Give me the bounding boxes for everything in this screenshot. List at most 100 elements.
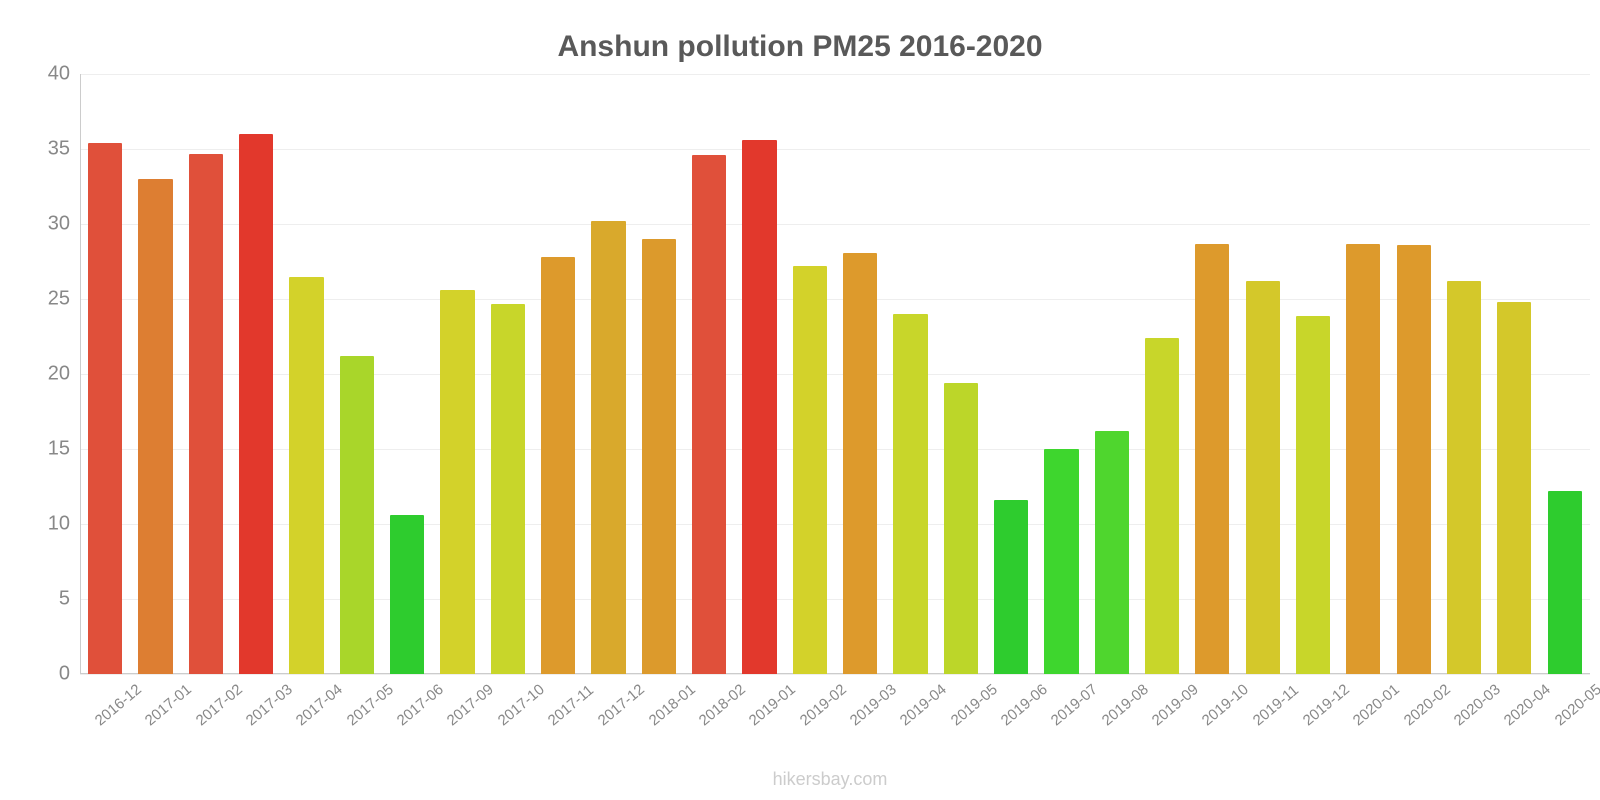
x-axis-label-2017-10[interactable]: 2017-10 bbox=[494, 684, 543, 729]
bar-slot-2020-05 bbox=[1540, 74, 1590, 674]
x-axis-labels: 2016-12 2017-01 2017-02 2017-03 2017-04 2017-… bbox=[80, 674, 1590, 764]
bar-2017-09[interactable] bbox=[440, 290, 474, 674]
bars-wrap bbox=[80, 74, 1590, 674]
bar-2019-03[interactable] bbox=[843, 253, 877, 675]
x-axis-label-2020-05[interactable]: 2020-05 bbox=[1551, 684, 1600, 729]
y-axis-label-35: 35 bbox=[48, 138, 70, 161]
bar-2017-05[interactable] bbox=[340, 356, 374, 674]
bar-2020-02[interactable] bbox=[1397, 245, 1431, 674]
bar-2019-11[interactable] bbox=[1246, 281, 1280, 674]
bar-slot-2017-01 bbox=[130, 74, 180, 674]
bar-slot-2019-10 bbox=[1187, 74, 1237, 674]
bar-2020-05[interactable] bbox=[1548, 491, 1582, 674]
x-axis-label-2020-02[interactable]: 2020-02 bbox=[1400, 684, 1449, 729]
x-axis-label-2020-03[interactable]: 2020-03 bbox=[1451, 684, 1500, 729]
y-axis-labels: 0 5 10 15 20 25 30 35 40 bbox=[40, 74, 80, 674]
y-axis-label-0: 0 bbox=[59, 663, 70, 686]
bar-slot-2019-01 bbox=[734, 74, 784, 674]
bar-slot-2017-12 bbox=[583, 74, 633, 674]
bar-slot-2019-12 bbox=[1288, 74, 1338, 674]
bar-slot-2017-06 bbox=[382, 74, 432, 674]
bar-2017-12[interactable] bbox=[591, 221, 625, 674]
bar-slot-2019-11 bbox=[1238, 74, 1288, 674]
x-axis-label-2017-06[interactable]: 2017-06 bbox=[394, 684, 443, 729]
x-axis-label-2019-03[interactable]: 2019-03 bbox=[847, 684, 896, 729]
x-axis-label-2019-02[interactable]: 2019-02 bbox=[796, 684, 845, 729]
y-axis-label-25: 25 bbox=[48, 288, 70, 311]
bar-2017-03[interactable] bbox=[239, 134, 273, 674]
y-axis-label-5: 5 bbox=[59, 588, 70, 611]
bar-2019-12[interactable] bbox=[1296, 316, 1330, 675]
bar-slot-2017-05 bbox=[332, 74, 382, 674]
bar-2017-11[interactable] bbox=[541, 257, 575, 674]
x-axis-label-2019-11[interactable]: 2019-11 bbox=[1249, 684, 1298, 729]
bar-2019-08[interactable] bbox=[1095, 431, 1129, 674]
bar-slot-2019-07 bbox=[1036, 74, 1086, 674]
y-axis-label-20: 20 bbox=[48, 363, 70, 386]
x-axis-label-2016-12[interactable]: 2016-12 bbox=[92, 684, 141, 729]
x-axis-label-2017-11[interactable]: 2017-11 bbox=[545, 684, 594, 729]
bar-2017-06[interactable] bbox=[390, 515, 424, 674]
x-axis-label-2019-04[interactable]: 2019-04 bbox=[897, 684, 946, 729]
bar-slot-2019-09 bbox=[1137, 74, 1187, 674]
bar-slot-2019-02 bbox=[785, 74, 835, 674]
bar-slot-2017-10 bbox=[483, 74, 533, 674]
x-axis-label-2017-03[interactable]: 2017-03 bbox=[243, 684, 292, 729]
bar-2020-04[interactable] bbox=[1497, 302, 1531, 674]
bar-slot-2020-04 bbox=[1489, 74, 1539, 674]
bar-slot-2019-08 bbox=[1087, 74, 1137, 674]
bar-2017-01[interactable] bbox=[138, 179, 172, 674]
x-axis-label-2017-01[interactable]: 2017-01 bbox=[142, 684, 191, 729]
y-axis-label-40: 40 bbox=[48, 63, 70, 86]
bar-slot-2017-09 bbox=[432, 74, 482, 674]
bar-2016-12[interactable] bbox=[88, 143, 122, 674]
bar-2019-09[interactable] bbox=[1145, 338, 1179, 674]
bar-slot-2018-01 bbox=[634, 74, 684, 674]
bar-2019-07[interactable] bbox=[1044, 449, 1078, 674]
x-axis-label-2020-04[interactable]: 2020-04 bbox=[1501, 684, 1550, 729]
x-axis-label-2018-02[interactable]: 2018-02 bbox=[696, 684, 745, 729]
x-axis-label-2020-01[interactable]: 2020-01 bbox=[1350, 684, 1399, 729]
x-axis-label-2017-02[interactable]: 2017-02 bbox=[192, 684, 241, 729]
x-axis-label-2019-09[interactable]: 2019-09 bbox=[1149, 684, 1198, 729]
x-axis-label-2019-06[interactable]: 2019-06 bbox=[998, 684, 1047, 729]
bar-slot-2019-06 bbox=[986, 74, 1036, 674]
bar-2017-10[interactable] bbox=[491, 304, 525, 675]
x-axis-label-2017-12[interactable]: 2017-12 bbox=[595, 684, 644, 729]
bar-2017-02[interactable] bbox=[189, 154, 223, 675]
x-axis-label-2019-12[interactable]: 2019-12 bbox=[1300, 684, 1349, 729]
x-axis-label-2019-10[interactable]: 2019-10 bbox=[1199, 684, 1248, 729]
bar-2018-01[interactable] bbox=[642, 239, 676, 674]
x-axis-label-2019-01[interactable]: 2019-01 bbox=[746, 684, 795, 729]
bar-2017-04[interactable] bbox=[289, 277, 323, 675]
bar-slot-2019-05 bbox=[936, 74, 986, 674]
y-axis-label-10: 10 bbox=[48, 513, 70, 536]
bar-slot-2019-03 bbox=[835, 74, 885, 674]
chart-title: Anshun pollution PM25 2016-2020 bbox=[30, 30, 1570, 64]
bar-2019-06[interactable] bbox=[994, 500, 1028, 674]
bar-2019-02[interactable] bbox=[793, 266, 827, 674]
bar-2019-05[interactable] bbox=[944, 383, 978, 674]
bar-2018-02[interactable] bbox=[692, 155, 726, 674]
plot-area: 0 5 10 15 20 25 30 35 40 2016-12 2017-01 2017-02 20… bbox=[40, 74, 1590, 674]
x-axis-label-2019-07[interactable]: 2019-07 bbox=[1048, 684, 1097, 729]
chart-container: Anshun pollution PM25 2016-2020 0 5 10 15 20… bbox=[0, 0, 1600, 800]
y-axis-label-30: 30 bbox=[48, 213, 70, 236]
bar-2020-03[interactable] bbox=[1447, 281, 1481, 674]
bar-slot-2020-02 bbox=[1389, 74, 1439, 674]
x-axis-label-2017-05[interactable]: 2017-05 bbox=[343, 684, 392, 729]
x-axis-label-2017-09[interactable]: 2017-09 bbox=[444, 684, 493, 729]
bar-2019-04[interactable] bbox=[893, 314, 927, 674]
bar-slot-2017-04 bbox=[281, 74, 331, 674]
x-axis-label-2018-01[interactable]: 2018-01 bbox=[645, 684, 694, 729]
x-axis-label-2019-08[interactable]: 2019-08 bbox=[1098, 684, 1147, 729]
x-axis-label-2019-05[interactable]: 2019-05 bbox=[947, 684, 996, 729]
bar-slot-2016-12 bbox=[80, 74, 130, 674]
bar-slot-2020-01 bbox=[1338, 74, 1388, 674]
bar-2019-10[interactable] bbox=[1195, 244, 1229, 675]
bar-slot-2018-02 bbox=[684, 74, 734, 674]
bar-2019-01[interactable] bbox=[742, 140, 776, 674]
x-axis-label-2017-04[interactable]: 2017-04 bbox=[293, 684, 342, 729]
bar-slot-2017-11 bbox=[533, 74, 583, 674]
bar-2020-01[interactable] bbox=[1346, 244, 1380, 675]
